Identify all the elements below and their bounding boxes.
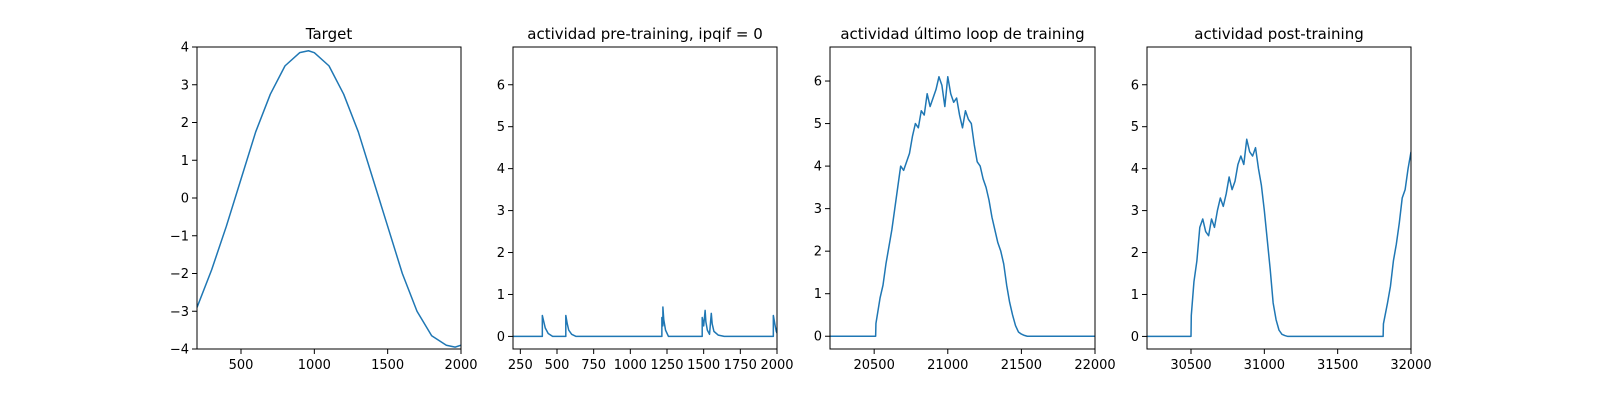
y-tick-label: 4 [814,160,822,175]
x-tick-label: 500 [545,358,570,373]
y-tick-label: 2 [497,246,505,261]
chart-title: actividad post-training [1194,25,1363,43]
x-tick-label: 750 [581,358,606,373]
x-tick-label: 20500 [853,358,894,373]
y-tick-label: 3 [814,202,822,217]
y-tick-label: −4 [170,343,189,358]
y-tick-label: 3 [497,204,505,219]
y-tick-label: 2 [814,245,822,260]
x-tick-label: 1250 [650,358,683,373]
series-line-1 [830,76,1095,337]
x-tick-label: 250 [508,358,533,373]
y-tick-label: 1 [497,288,505,303]
x-tick-label: 31500 [1317,358,1358,373]
chart-panel-1: Target 500 1000 1500 2000 −4 −3 −2 −1 0 1 2 3 4 [170,25,478,373]
x-tick-label: 500 [229,358,254,373]
x-tick-label: 1750 [724,358,757,373]
x-tick-label: 1500 [687,358,720,373]
y-tick-label: 2 [181,116,189,131]
y-tick-label: 0 [814,330,822,345]
x-tick-label: 21500 [1001,358,1042,373]
y-tick-label: 3 [1131,204,1139,219]
series-line-1 [1147,138,1411,338]
y-tick-label: 5 [497,120,505,135]
x-tick-label: 1000 [614,358,647,373]
y-tick-label: 6 [497,78,505,93]
chart-title: actividad pre-training, ipqif = 0 [527,25,763,43]
y-tick-label: 6 [1131,78,1139,93]
axes-frame [1146,46,1412,350]
y-tick-label: 5 [814,117,822,132]
x-tick-label: 22000 [1074,358,1115,373]
x-tick-label: 2000 [760,358,793,373]
x-tick-label: 1000 [298,358,331,373]
y-tick-label: 3 [181,78,189,93]
y-tick-label: −1 [170,229,189,244]
x-tick-label: 32000 [1390,358,1431,373]
y-tick-label: 1 [181,154,189,169]
axes-frame [196,46,462,350]
y-tick-label: 0 [497,330,505,345]
y-tick-label: 4 [1131,162,1139,177]
axes-frame [512,46,778,350]
x-tick-label: 1500 [371,358,404,373]
series-line-1 [513,306,777,338]
x-tick-label: 2000 [444,358,477,373]
y-tick-label: 0 [181,192,189,207]
y-tick-label: 1 [1131,288,1139,303]
series-line-1 [197,50,461,348]
y-tick-label: 2 [1131,246,1139,261]
x-tick-label: 21000 [927,358,968,373]
y-tick-label: 4 [497,162,505,177]
x-tick-label: 31000 [1244,358,1285,373]
y-tick-label: −3 [170,305,189,320]
y-tick-label: 1 [814,287,822,302]
y-tick-label: −2 [170,267,189,282]
y-tick-label: 6 [814,75,822,90]
chart-title: Target [305,25,353,43]
y-tick-label: 5 [1131,120,1139,135]
chart-title: actividad último loop de training [840,25,1084,43]
x-tick-label: 30500 [1170,358,1211,373]
y-tick-label: 0 [1131,330,1139,345]
axes-frame [829,46,1096,350]
y-tick-label: 4 [181,41,189,56]
